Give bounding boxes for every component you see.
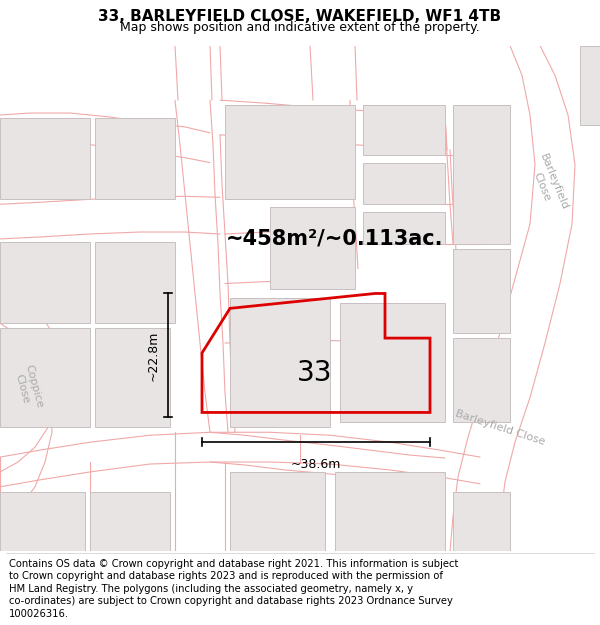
Text: Coppice
Close: Coppice Close [11,363,44,412]
Text: Barleyfield Close: Barleyfield Close [454,408,546,447]
Polygon shape [363,105,445,154]
Text: 100026316.: 100026316. [9,609,69,619]
Text: 33, BARLEYFIELD CLOSE, WAKEFIELD, WF1 4TB: 33, BARLEYFIELD CLOSE, WAKEFIELD, WF1 4T… [98,9,502,24]
Polygon shape [580,46,600,125]
Text: Barleyfield
Close: Barleyfield Close [526,152,569,216]
Polygon shape [453,249,510,333]
Polygon shape [340,303,445,423]
Polygon shape [95,118,175,199]
Text: 33: 33 [297,359,333,387]
Polygon shape [0,492,85,551]
Polygon shape [0,242,90,323]
Polygon shape [0,328,90,428]
Polygon shape [0,118,90,199]
Polygon shape [225,105,355,199]
Text: Contains OS data © Crown copyright and database right 2021. This information is : Contains OS data © Crown copyright and d… [9,559,458,569]
Text: ~458m²/~0.113ac.: ~458m²/~0.113ac. [226,229,444,249]
Text: co-ordinates) are subject to Crown copyright and database rights 2023 Ordnance S: co-ordinates) are subject to Crown copyr… [9,596,453,606]
Text: HM Land Registry. The polygons (including the associated geometry, namely x, y: HM Land Registry. The polygons (includin… [9,584,413,594]
Text: to Crown copyright and database rights 2023 and is reproduced with the permissio: to Crown copyright and database rights 2… [9,571,443,581]
Polygon shape [95,242,175,323]
Text: Map shows position and indicative extent of the property.: Map shows position and indicative extent… [120,21,480,34]
Polygon shape [90,492,170,551]
Polygon shape [95,328,170,428]
Polygon shape [230,472,325,551]
Polygon shape [453,338,510,422]
Polygon shape [453,105,510,244]
Polygon shape [363,162,445,204]
Polygon shape [230,298,330,428]
Text: ~38.6m: ~38.6m [291,458,341,471]
Polygon shape [335,472,445,551]
Polygon shape [270,208,355,289]
Polygon shape [363,212,445,244]
Polygon shape [453,492,510,551]
Text: ~22.8m: ~22.8m [146,330,160,381]
